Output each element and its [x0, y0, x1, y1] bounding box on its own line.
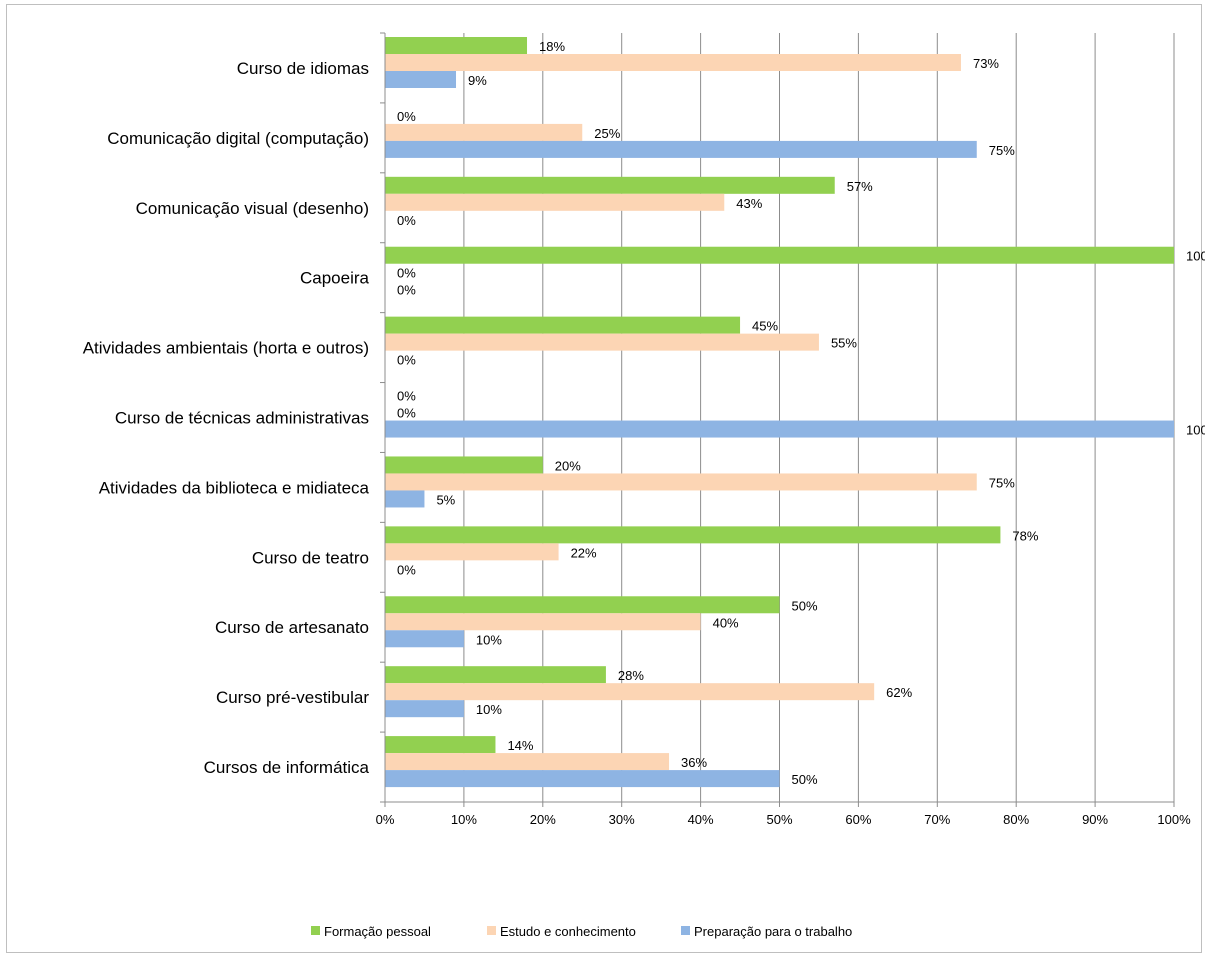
x-tick-label: 90%	[1082, 812, 1108, 827]
data-label: 0%	[397, 109, 416, 124]
bar-1	[385, 456, 543, 474]
x-tick-label: 20%	[530, 812, 556, 827]
data-label: 5%	[436, 492, 455, 507]
x-tick-label: 10%	[451, 812, 477, 827]
bar-1	[385, 736, 496, 754]
data-label: 10%	[476, 632, 502, 647]
bar-3	[385, 770, 780, 788]
labels: 0% 10% 20% 30% 40% 50% 60% 70% 80% 90% 100% Curso d…	[83, 39, 1205, 827]
x-tick-label: 30%	[609, 812, 635, 827]
data-label: 57%	[847, 179, 873, 194]
data-label: 14%	[507, 738, 533, 753]
bar-2	[385, 613, 701, 631]
bar-2	[385, 333, 819, 351]
x-tick-label: 50%	[766, 812, 792, 827]
data-label: 25%	[594, 126, 620, 141]
legend-swatch	[681, 926, 690, 935]
bar-3	[385, 700, 464, 718]
data-label: 78%	[1012, 528, 1038, 543]
bar-3	[385, 71, 457, 88]
category-label: Curso de teatro	[252, 548, 369, 567]
bar-2	[385, 54, 961, 71]
legend-swatch	[487, 926, 496, 935]
data-label: 50%	[792, 772, 818, 787]
category-label: Comunicação visual (desenho)	[136, 199, 369, 218]
data-label: 0%	[397, 353, 416, 368]
bar-3	[385, 630, 464, 648]
data-label: 10%	[476, 702, 502, 717]
data-label: 100%	[1186, 423, 1205, 438]
bar-3	[385, 420, 1174, 438]
bar-1	[385, 37, 528, 54]
x-tick-label: 60%	[845, 812, 871, 827]
category-label: Capoeira	[300, 269, 370, 288]
bar-2	[385, 473, 977, 491]
data-label: 0%	[397, 213, 416, 228]
legend: Formação pessoal Estudo e conhecimento Pre…	[311, 924, 852, 939]
x-tick-label: 100%	[1157, 812, 1191, 827]
bar-3	[385, 490, 425, 508]
data-label: 28%	[618, 668, 644, 683]
axes	[380, 32, 1175, 807]
category-label: Comunicação digital (computação)	[107, 129, 369, 148]
data-label: 22%	[571, 545, 597, 560]
data-label: 62%	[886, 685, 912, 700]
data-label: 36%	[681, 755, 707, 770]
data-label: 18%	[539, 39, 565, 54]
data-label: 50%	[792, 598, 818, 613]
data-label: 0%	[397, 389, 416, 404]
bar-1	[385, 316, 741, 334]
data-label: 55%	[831, 336, 857, 351]
bar-1	[385, 176, 835, 194]
bar-2	[385, 123, 583, 141]
x-tick-label: 0%	[376, 812, 395, 827]
category-label: Curso de técnicas administrativas	[115, 409, 369, 428]
data-label: 73%	[973, 56, 999, 71]
legend-swatch	[311, 926, 320, 935]
data-label: 0%	[397, 406, 416, 421]
data-label: 43%	[736, 196, 762, 211]
x-tick-label: 80%	[1003, 812, 1029, 827]
bar-1	[385, 246, 1174, 264]
bar-2	[385, 753, 670, 771]
x-tick-label: 40%	[688, 812, 714, 827]
data-label: 40%	[713, 615, 739, 630]
x-tick-label: 70%	[924, 812, 950, 827]
data-label: 100%	[1186, 249, 1205, 264]
bar-1	[385, 596, 780, 614]
category-label: Atividades ambientais (horta e outros)	[83, 339, 369, 358]
legend-label: Formação pessoal	[324, 924, 431, 939]
bar-2	[385, 683, 875, 701]
data-label: 75%	[989, 475, 1015, 490]
category-label: Curso de idiomas	[237, 59, 369, 78]
bar-1	[385, 666, 606, 684]
data-label: 0%	[397, 562, 416, 577]
bar-2	[385, 543, 559, 561]
category-label: Curso pré-vestibular	[216, 688, 369, 707]
data-label: 0%	[397, 283, 416, 298]
data-label: 0%	[397, 266, 416, 281]
category-label: Cursos de informática	[204, 758, 370, 777]
data-label: 9%	[468, 73, 487, 88]
data-label: 20%	[555, 458, 581, 473]
legend-label: Preparação para o trabalho	[694, 924, 852, 939]
data-label: 45%	[752, 319, 778, 334]
bar-2	[385, 193, 725, 211]
bar-3	[385, 140, 977, 158]
category-label: Curso de artesanato	[215, 618, 369, 637]
data-label: 75%	[989, 143, 1015, 158]
bars	[385, 37, 1174, 788]
category-label: Atividades da biblioteca e midiateca	[99, 478, 370, 497]
bar-1	[385, 526, 1001, 544]
legend-label: Estudo e conhecimento	[500, 924, 636, 939]
